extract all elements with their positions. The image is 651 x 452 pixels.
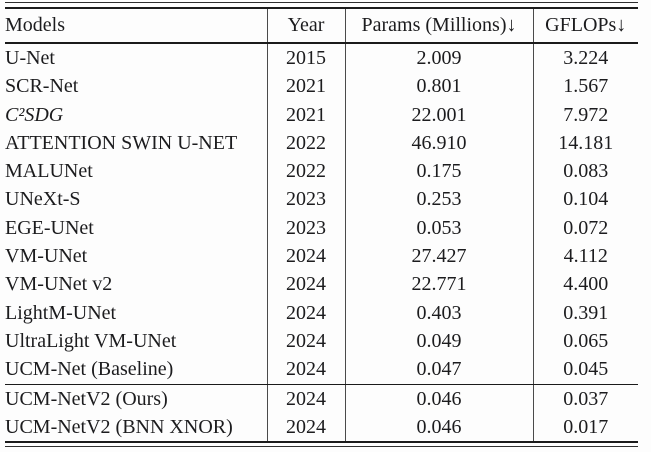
model-params: 2.009 [344,43,533,73]
model-year: 2024 [266,298,345,327]
table-bottom-inner-rule [5,441,638,444]
model-gflops: 0.391 [532,298,638,327]
table-row: EGE-UNet 2023 0.053 0.072 [5,213,638,243]
model-name: UltraLight VM-UNet [5,329,177,352]
table-row-ours: UCM-NetV2 (Ours) 2024 0.046 0.037 [5,384,638,413]
model-gflops: 7.972 [532,100,638,129]
model-params: 0.053 [344,213,533,243]
table-row: U-Net 2015 2.009 3.224 [5,43,638,73]
model-params: 0.046 [344,384,533,413]
table-row: LightM-UNet 2024 0.403 0.391 [5,298,638,327]
model-name: VM-UNet v2 [5,273,113,296]
model-year: 2024 [266,355,345,385]
model-gflops: 0.065 [532,326,638,356]
table-body: U-Net 2015 2.009 3.224 SCR-Net 2021 0.80… [5,43,638,442]
model-year: 2022 [266,128,345,158]
table-row: UNeXt-S 2023 0.253 0.104 [5,185,638,214]
table-row-baseline: UCM-Net (Baseline) 2024 0.047 0.045 [5,355,638,385]
model-params: 0.046 [344,412,533,442]
model-params: 0.175 [344,157,533,186]
model-name: MALUNet [5,160,93,183]
model-year: 2024 [266,270,345,299]
model-year: 2015 [266,43,345,73]
model-year: 2024 [266,412,345,442]
model-year: 2023 [266,213,345,243]
model-gflops: 0.045 [532,355,638,385]
model-gflops: 0.037 [532,384,638,413]
model-year: 2021 [266,100,345,129]
model-params: 0.047 [344,355,533,385]
table-row-ours-bnn: UCM-NetV2 (BNN XNOR) 2024 0.046 0.017 [5,412,638,442]
model-name: UNeXt-S [5,188,81,211]
header-row: Models Year Params (Millions)↓ GFLOPs↓ [5,9,638,44]
model-gflops: 3.224 [532,43,638,73]
table-top-outer-rule [5,2,638,3]
table-bottom-outer-rule [5,446,638,448]
model-name: LightM-UNet [5,301,117,324]
model-gflops: 1.567 [532,72,638,101]
model-gflops: 0.104 [532,185,638,214]
model-year: 2024 [266,326,345,356]
model-year: 2024 [266,384,345,413]
model-params: 0.049 [344,326,533,356]
model-year: 2023 [266,185,345,214]
model-name: UCM-NetV2 (Ours) [5,387,168,410]
comparison-table-wrap: Models Year Params (Millions)↓ GFLOPs↓ U… [5,2,638,448]
table-top-inner-rule [5,7,638,9]
header-year: Year [266,9,345,44]
model-name: EGE-UNet [5,216,94,239]
model-name: VM-UNet [5,245,88,268]
model-gflops: 14.181 [532,128,638,158]
header-models: Models [5,9,267,44]
table-row: SCR-Net 2021 0.801 1.567 [5,72,638,101]
model-params: 46.910 [344,128,533,158]
header-params: Params (Millions)↓ [344,9,533,44]
model-params: 0.801 [344,72,533,101]
model-name: U-Net [5,47,55,69]
table-row: MALUNet 2022 0.175 0.083 [5,157,638,186]
model-name: C²SDG [5,103,64,126]
model-name: UCM-NetV2 (BNN XNOR) [5,415,233,438]
model-gflops: 0.083 [532,157,638,186]
table-header: Models Year Params (Millions)↓ GFLOPs↓ [5,9,638,44]
model-name: UCM-Net (Baseline) [5,355,267,385]
model-params: 27.427 [344,242,533,271]
table-row: VM-UNet 2024 27.427 4.112 [5,242,638,271]
model-year: 2021 [266,72,345,101]
model-gflops: 4.400 [532,270,638,299]
table-row: C²SDG 2021 22.001 7.972 [5,100,638,129]
model-year: 2022 [266,157,345,186]
model-year: 2024 [266,242,345,271]
header-gflops: GFLOPs↓ [532,9,638,44]
model-name: SCR-Net [5,75,79,98]
comparison-table: Models Year Params (Millions)↓ GFLOPs↓ U… [5,9,638,442]
model-gflops: 0.017 [532,412,638,442]
table-row: UltraLight VM-UNet 2024 0.049 0.065 [5,326,638,356]
table-row: ATTENTION SWIN U-NET 2022 46.910 14.181 [5,128,638,158]
model-params: 22.001 [344,100,533,129]
model-gflops: 0.072 [532,213,638,243]
table-row: VM-UNet v2 2024 22.771 4.400 [5,270,638,299]
model-params: 0.253 [344,185,533,214]
model-params: 0.403 [344,298,533,327]
model-name: ATTENTION SWIN U-NET [5,131,238,154]
model-gflops: 4.112 [532,242,638,271]
model-params: 22.771 [344,270,533,299]
